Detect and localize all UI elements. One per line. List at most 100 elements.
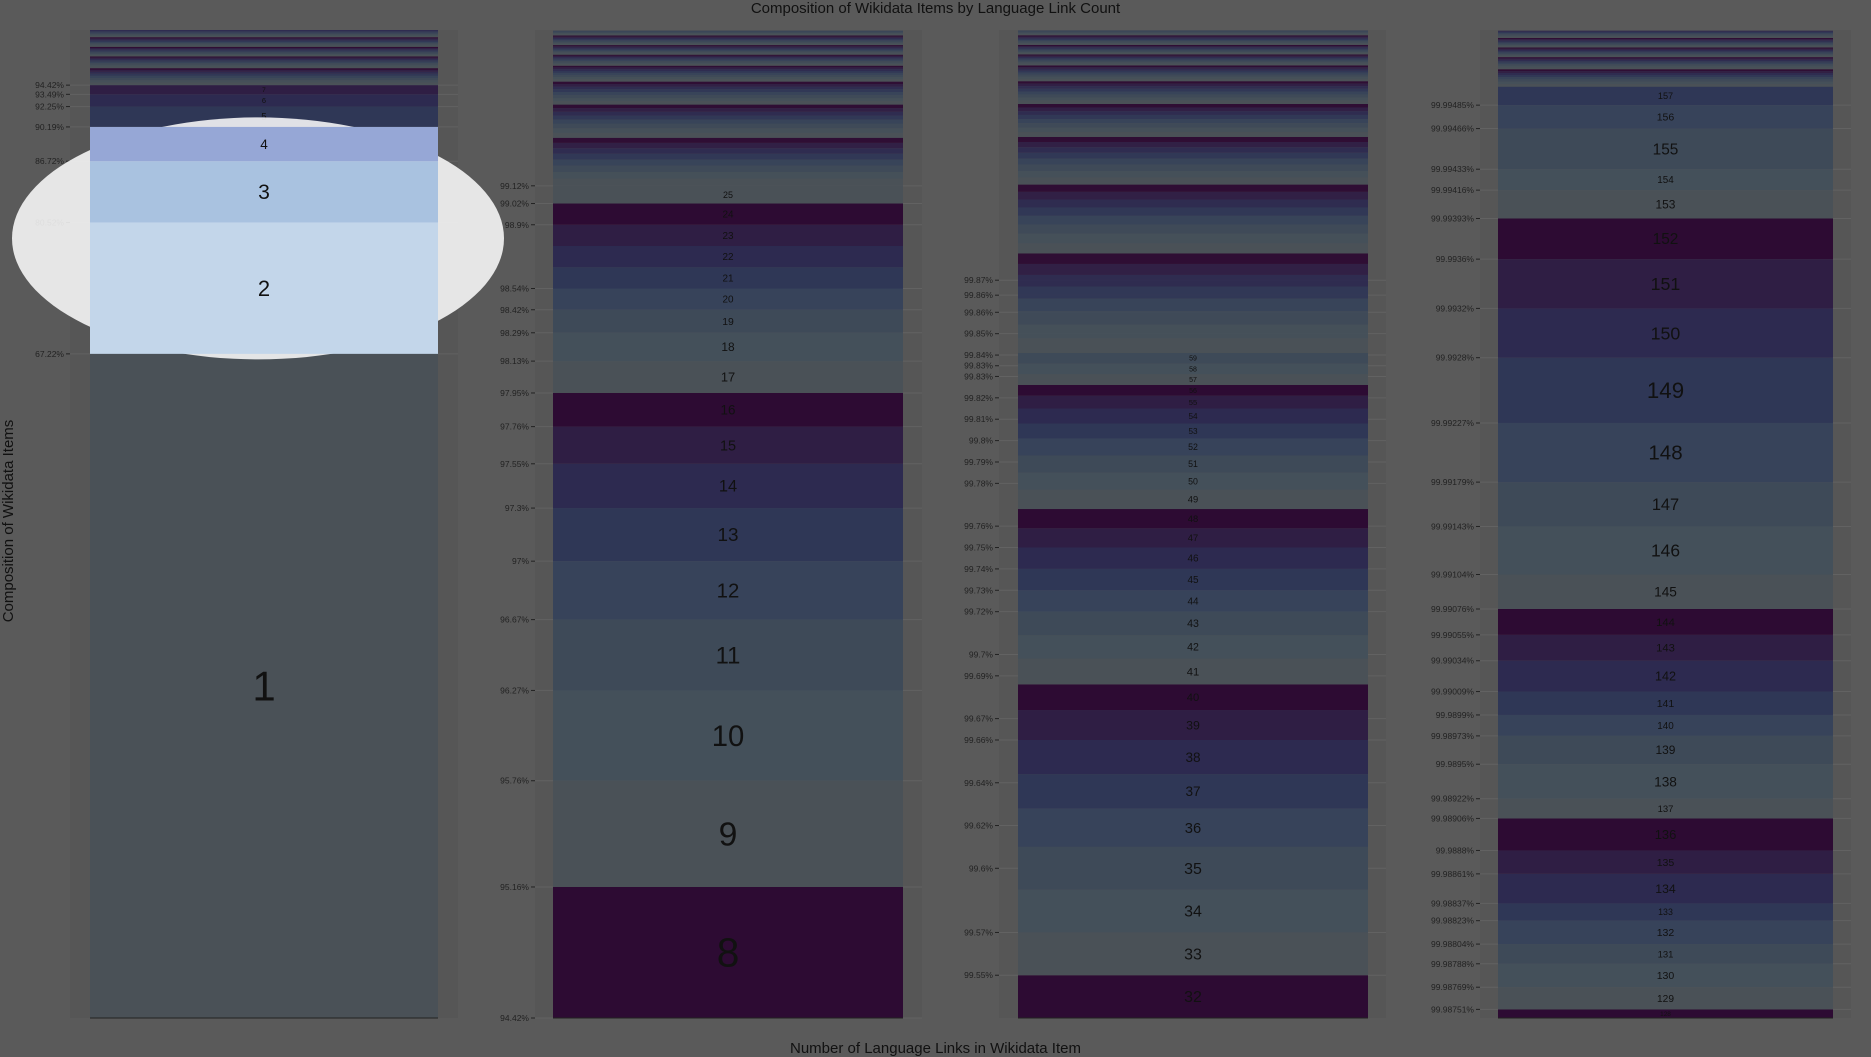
bar-segment bbox=[1498, 818, 1833, 851]
bar-segment-minor bbox=[1018, 72, 1368, 75]
y-tick-label: 99.86% bbox=[964, 307, 993, 317]
y-tick-label: 99.98804% bbox=[1431, 939, 1474, 949]
segment-label: 154 bbox=[1657, 175, 1674, 186]
bar-segment-minor bbox=[1018, 59, 1368, 61]
bar-segment bbox=[1498, 920, 1833, 945]
bar-segment bbox=[1018, 932, 1368, 976]
y-tick-label: 99.73% bbox=[964, 585, 993, 595]
bar-segment bbox=[1018, 384, 1368, 396]
y-tick-label: 99.99227% bbox=[1431, 418, 1474, 428]
bar-segment-minor bbox=[1018, 100, 1368, 104]
bar-segment-minor bbox=[1018, 47, 1368, 49]
y-tick-label: 99.66% bbox=[964, 735, 993, 745]
y-tick-label: 99.81% bbox=[964, 414, 993, 424]
segment-label: 39 bbox=[1186, 718, 1200, 732]
segment-label: 4 bbox=[260, 137, 268, 152]
segment-label: 32 bbox=[1184, 989, 1202, 1006]
segment-label: 58 bbox=[1189, 366, 1197, 373]
bar-segment-minor bbox=[1018, 44, 1368, 47]
bar-segment-minor bbox=[1498, 84, 1833, 87]
bar-segment bbox=[1018, 438, 1368, 456]
bar-segment bbox=[553, 246, 903, 268]
bar-segment-minor bbox=[1018, 177, 1368, 185]
bar-segment-minor bbox=[1018, 58, 1368, 60]
bar-segment-minor bbox=[90, 41, 438, 44]
bar-segment-minor bbox=[1498, 62, 1833, 65]
y-tick-label: 99.72% bbox=[964, 607, 993, 617]
bar-segment bbox=[553, 508, 903, 562]
bar-segment bbox=[1498, 1009, 1833, 1018]
bar-segment-minor bbox=[1018, 50, 1368, 53]
y-tick-label: 99.98837% bbox=[1431, 898, 1474, 908]
bar-segment bbox=[1498, 190, 1833, 219]
bar-segment-minor bbox=[1018, 97, 1368, 101]
bar-segment-minor bbox=[90, 35, 438, 38]
segment-label: 44 bbox=[1187, 596, 1199, 607]
y-tick-label: 94.42% bbox=[35, 80, 64, 90]
segment-label: 135 bbox=[1657, 857, 1675, 869]
bar-segment-minor bbox=[553, 86, 903, 90]
y-tick-label: 67.22% bbox=[35, 349, 64, 359]
segment-label: 12 bbox=[717, 581, 740, 603]
bar-segment-minor bbox=[553, 111, 903, 116]
bar-segment bbox=[1018, 472, 1368, 490]
bar-segment-minor bbox=[90, 52, 438, 54]
bar-segment-minor bbox=[1018, 127, 1368, 133]
bar-segment-minor bbox=[553, 115, 903, 120]
bar-segment bbox=[1498, 850, 1833, 874]
bar-segment bbox=[1018, 423, 1368, 439]
bar-segment bbox=[1498, 714, 1833, 736]
bar-segment-minor bbox=[1498, 40, 1833, 42]
segment-label: 134 bbox=[1655, 882, 1676, 896]
bar-segment bbox=[90, 85, 438, 95]
bar-segment-minor bbox=[1498, 53, 1833, 55]
bar-segment-minor bbox=[90, 49, 438, 51]
bar-segment bbox=[1018, 395, 1368, 409]
bar-segment bbox=[90, 353, 438, 1018]
bar-segment-minor bbox=[553, 67, 903, 70]
bar-segment bbox=[1498, 903, 1833, 921]
bar-segment-minor bbox=[553, 39, 903, 41]
bar-segment-minor bbox=[1498, 42, 1833, 44]
segment-label: 37 bbox=[1185, 784, 1200, 799]
bar-segment bbox=[553, 561, 903, 620]
segment-label: 45 bbox=[1187, 575, 1199, 586]
bar-segment bbox=[1498, 86, 1833, 106]
segment-label: 131 bbox=[1658, 949, 1674, 960]
bar-segment-minor bbox=[90, 75, 438, 79]
bar-segment-minor bbox=[90, 57, 438, 59]
bar-segment-minor bbox=[1498, 30, 1833, 32]
bar-segment-minor bbox=[553, 108, 903, 112]
bar-segment-minor bbox=[553, 51, 903, 53]
bar-segment-minor bbox=[90, 68, 438, 70]
bar-segment-minor bbox=[1018, 107, 1368, 112]
y-tick-label: 97.76% bbox=[500, 422, 529, 432]
segment-label: 20 bbox=[722, 295, 734, 306]
bar-segment-minor bbox=[1018, 224, 1368, 234]
bar-segment-minor bbox=[553, 77, 903, 80]
bar-segment-minor bbox=[1498, 52, 1833, 54]
segment-label: 139 bbox=[1656, 743, 1676, 757]
bar-segment-minor bbox=[90, 61, 438, 64]
y-tick-label: 99.99009% bbox=[1431, 687, 1474, 697]
y-tick-label: 99.98973% bbox=[1431, 731, 1474, 741]
bar-segment-highlighted bbox=[90, 126, 438, 162]
bar-segment bbox=[1018, 658, 1368, 685]
y-tick-label: 99.84% bbox=[964, 350, 993, 360]
y-tick-label: 99.75% bbox=[964, 543, 993, 553]
bar-segment bbox=[1498, 609, 1833, 635]
bar-segment-minor bbox=[1498, 67, 1833, 70]
bar-segment-minor bbox=[1018, 215, 1368, 225]
bar-segment bbox=[1018, 684, 1368, 711]
bar-segment-minor bbox=[90, 37, 438, 39]
segment-label: 132 bbox=[1657, 927, 1675, 939]
bar-segment-minor bbox=[1018, 60, 1368, 63]
bar-segment-minor bbox=[1018, 31, 1368, 33]
bar-segment-minor bbox=[1018, 324, 1368, 339]
bar-segment-minor bbox=[1018, 123, 1368, 128]
segment-label: 138 bbox=[1654, 774, 1677, 789]
segment-label: 47 bbox=[1188, 533, 1198, 543]
segment-label: 40 bbox=[1187, 692, 1199, 704]
bar-segment-minor bbox=[90, 56, 438, 58]
bar-segment-minor bbox=[1498, 34, 1833, 36]
